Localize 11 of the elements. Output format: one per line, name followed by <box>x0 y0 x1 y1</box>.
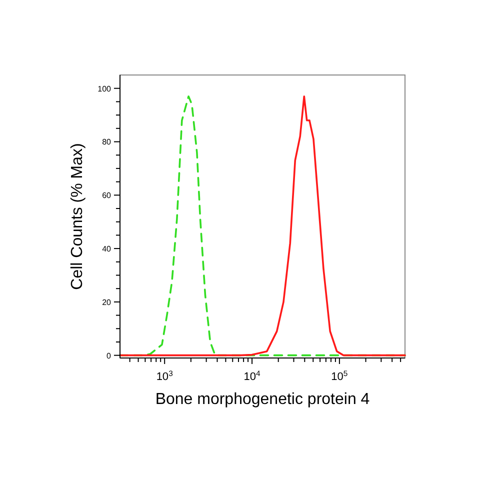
y-tick-label: 80 <box>102 138 112 147</box>
x-tick-label: 10$^{4}$ <box>244 368 262 383</box>
x-tick-label: 10$^{5}$ <box>331 368 348 383</box>
y-tick-label: 100 <box>98 84 112 94</box>
y-axis-title: Cell Counts (% Max) <box>69 143 86 290</box>
y-tick-label: 60 <box>102 191 112 200</box>
y-tick-label: 0 <box>106 351 112 360</box>
y-tick-label: 40 <box>102 244 112 254</box>
x-axis-title: Bone morphogenetic protein 4 <box>155 391 370 408</box>
x-tick-label: 10$^{3}$ <box>156 368 173 383</box>
y-tick-label: 20 <box>102 298 112 307</box>
